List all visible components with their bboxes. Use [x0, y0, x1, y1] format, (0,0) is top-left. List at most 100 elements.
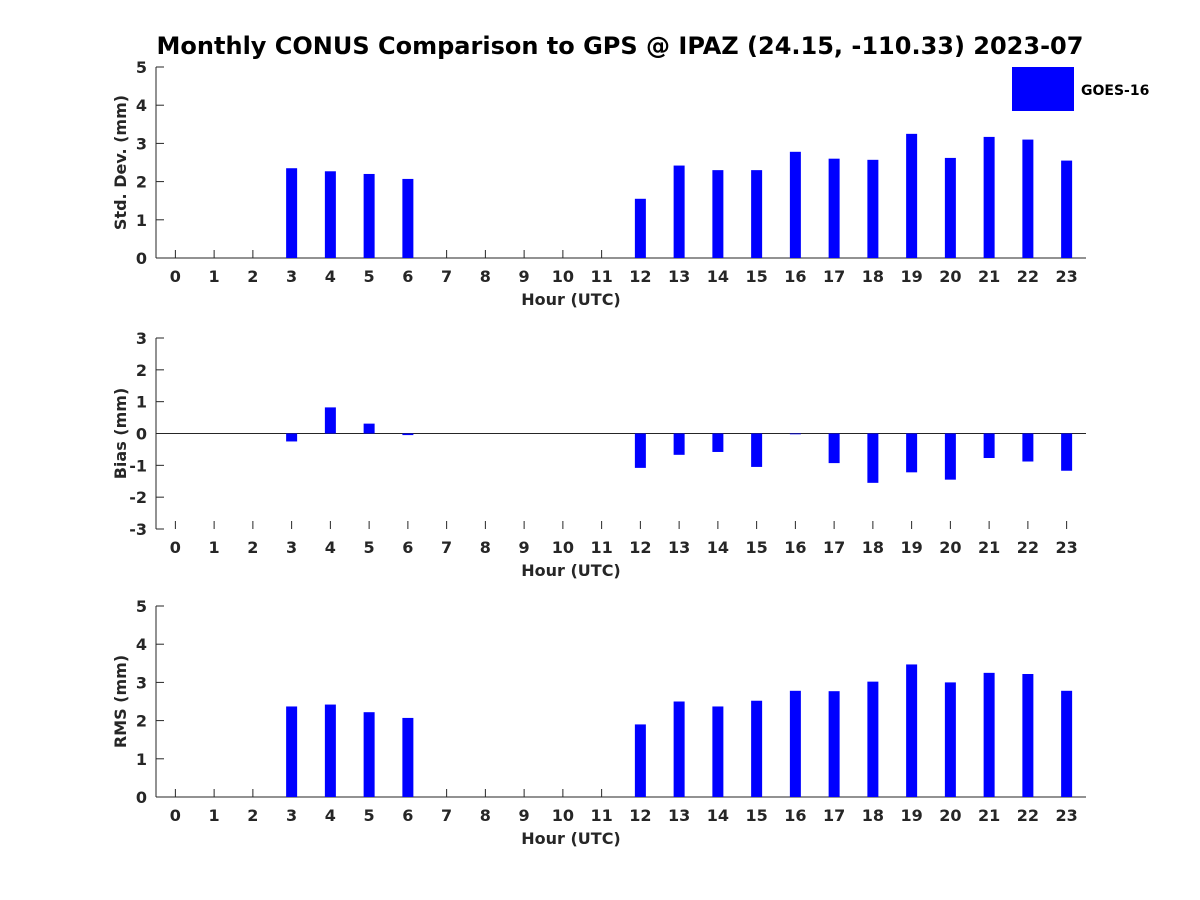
x-tick-label: 15 [745, 267, 767, 286]
rms-bar [867, 681, 879, 797]
rms-bar [1061, 690, 1073, 797]
rms-bar [1022, 673, 1034, 797]
x-tick-label: 20 [939, 267, 961, 286]
rms-bar [789, 690, 801, 797]
bias-bar [828, 433, 840, 464]
x-tick-label: 16 [784, 267, 806, 286]
x-tick-label: 21 [978, 538, 1000, 557]
bias-bar [944, 433, 956, 480]
bias-bar [751, 433, 763, 467]
rms-bar [324, 704, 336, 797]
x-tick-label: 18 [862, 538, 884, 557]
y-tick-label: 3 [136, 673, 147, 692]
bias-bar [712, 433, 724, 452]
x-tick-label: 5 [364, 538, 375, 557]
rms-bar [402, 717, 414, 797]
x-tick-label: 12 [629, 267, 651, 286]
rms-bar [712, 706, 724, 797]
x-tick-label: 4 [325, 267, 336, 286]
x-tick-label: 4 [325, 538, 336, 557]
x-tick-label: 9 [519, 538, 530, 557]
x-tick-label: 11 [590, 538, 612, 557]
x-tick-label: 6 [402, 806, 413, 825]
y-tick-label: 2 [136, 712, 147, 731]
y-tick-label: 2 [136, 361, 147, 380]
x-tick-label: 4 [325, 806, 336, 825]
std-dev-bar [324, 171, 336, 258]
y-tick-label: 3 [136, 329, 147, 348]
chart-title: Monthly CONUS Comparison to GPS @ IPAZ (… [157, 32, 1084, 60]
x-tick-label: 7 [441, 538, 452, 557]
bias-bar [363, 423, 375, 434]
legend-label: GOES-16 [1081, 83, 1149, 99]
x-tick-label: 10 [552, 538, 574, 557]
y-tick-label: 0 [136, 249, 147, 268]
x-tick-label: 8 [480, 267, 491, 286]
x-tick-label: 23 [1055, 806, 1077, 825]
x-tick-label: 15 [745, 538, 767, 557]
std-dev-bar [906, 133, 918, 258]
rms-x-axis-label: Hour (UTC) [521, 829, 621, 848]
legend: GOES-16 [1012, 67, 1149, 111]
x-tick-label: 2 [247, 806, 258, 825]
std-dev-bar [1022, 139, 1034, 258]
x-tick-label: 9 [519, 267, 530, 286]
x-tick-label: 3 [286, 538, 297, 557]
rms-bar [634, 724, 646, 797]
x-tick-label: 11 [590, 267, 612, 286]
x-tick-label: 14 [707, 267, 729, 286]
x-tick-label: 19 [900, 267, 922, 286]
y-tick-label: 2 [136, 173, 147, 192]
y-tick-label: 4 [136, 96, 147, 115]
x-tick-label: 10 [552, 267, 574, 286]
x-tick-label: 9 [519, 806, 530, 825]
x-tick-label: 14 [707, 538, 729, 557]
rms-bar [286, 706, 298, 797]
y-tick-label: -2 [129, 488, 147, 507]
y-tick-label: -3 [129, 520, 147, 539]
x-tick-label: 13 [668, 806, 690, 825]
rms-bar [828, 691, 840, 797]
x-tick-label: 23 [1055, 538, 1077, 557]
y-tick-label: 1 [136, 211, 147, 230]
std-dev-bar [363, 173, 375, 258]
std-dev-x-axis-label: Hour (UTC) [521, 290, 621, 309]
std-dev-bar [673, 165, 685, 258]
x-tick-label: 2 [247, 267, 258, 286]
bias-x-axis-label: Hour (UTC) [521, 561, 621, 580]
x-tick-label: 7 [441, 806, 452, 825]
x-tick-label: 0 [170, 806, 181, 825]
x-tick-label: 3 [286, 806, 297, 825]
std-dev-bar [983, 136, 995, 258]
rms-y-axis-label: RMS (mm) [111, 655, 130, 748]
x-tick-label: 16 [784, 538, 806, 557]
x-tick-label: 18 [862, 267, 884, 286]
bias-bar [634, 433, 646, 468]
x-tick-label: 11 [590, 806, 612, 825]
std-dev-bar [1061, 160, 1073, 258]
y-tick-label: 0 [136, 788, 147, 807]
x-tick-label: 13 [668, 538, 690, 557]
x-tick-label: 17 [823, 806, 845, 825]
x-tick-label: 8 [480, 538, 491, 557]
x-tick-label: 1 [209, 806, 220, 825]
x-tick-label: 5 [364, 806, 375, 825]
bias-bar [906, 433, 918, 473]
bias-bar [402, 433, 414, 436]
std-dev-bar [751, 170, 763, 258]
bias-bar [673, 433, 685, 455]
x-tick-label: 21 [978, 806, 1000, 825]
x-tick-label: 20 [939, 806, 961, 825]
rms-bar [363, 712, 375, 797]
y-tick-label: 3 [136, 134, 147, 153]
x-tick-label: 15 [745, 806, 767, 825]
y-tick-label: 0 [136, 425, 147, 444]
x-tick-label: 19 [900, 538, 922, 557]
legend-swatch [1012, 67, 1074, 111]
rms-bar [906, 664, 918, 797]
std-dev-y-axis-label: Std. Dev. (mm) [111, 95, 130, 230]
x-tick-label: 20 [939, 538, 961, 557]
